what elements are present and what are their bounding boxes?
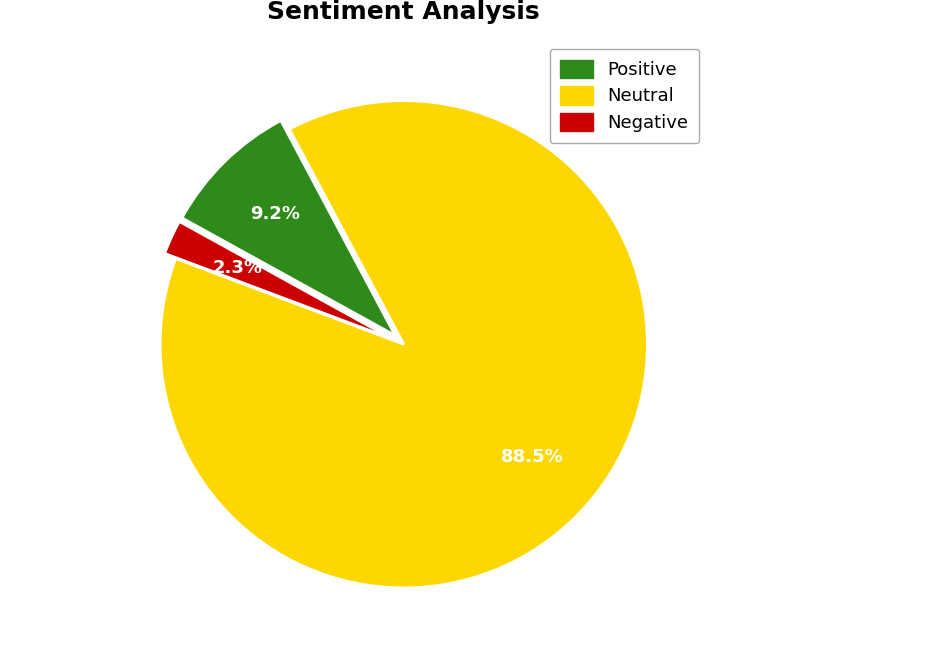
Wedge shape — [181, 120, 395, 336]
Legend: Positive, Neutral, Negative: Positive, Neutral, Negative — [550, 49, 699, 143]
Text: 2.3%: 2.3% — [213, 259, 263, 277]
Title: Sentiment Analysis: Sentiment Analysis — [268, 0, 540, 24]
Wedge shape — [161, 101, 647, 588]
Text: 88.5%: 88.5% — [501, 448, 563, 466]
Wedge shape — [164, 222, 392, 339]
Text: 9.2%: 9.2% — [251, 205, 300, 223]
